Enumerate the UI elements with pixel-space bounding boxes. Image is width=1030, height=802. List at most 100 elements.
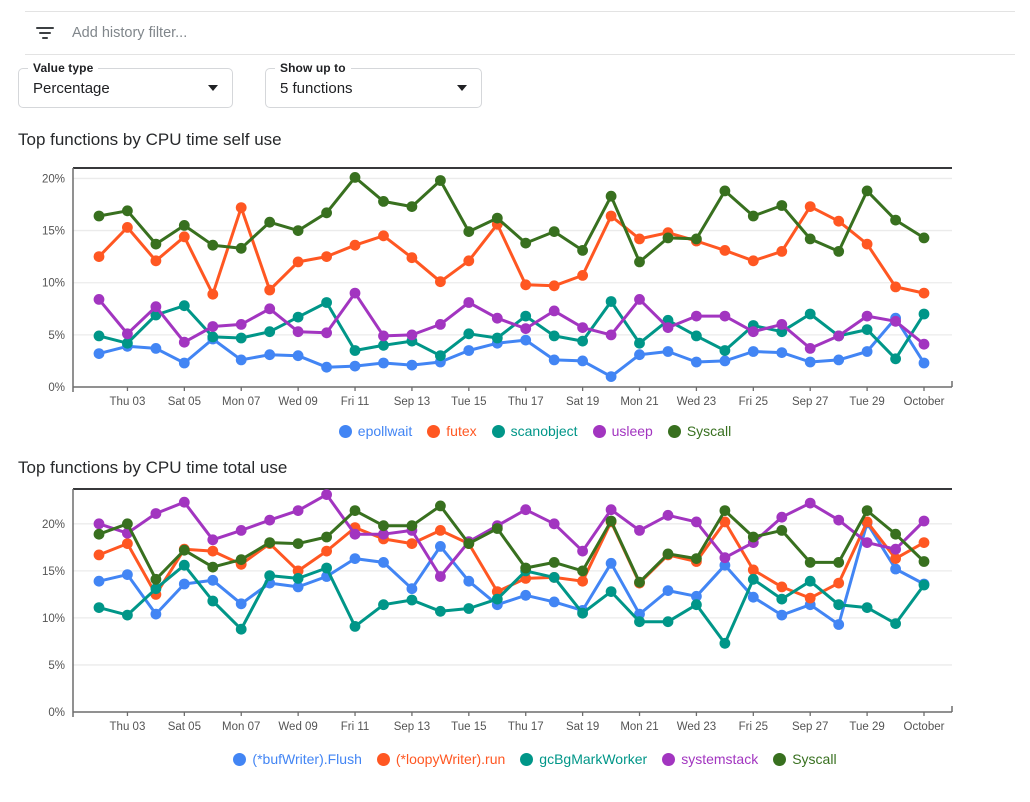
series-point[interactable]	[207, 545, 219, 557]
series-point[interactable]	[605, 296, 617, 307]
series-point[interactable]	[833, 557, 845, 568]
series-point[interactable]	[235, 242, 247, 254]
series-point[interactable]	[93, 330, 105, 342]
series-point[interactable]	[918, 287, 930, 299]
series-point[interactable]	[93, 549, 105, 561]
series-point[interactable]	[605, 557, 617, 569]
series-point[interactable]	[122, 205, 133, 217]
chart-canvas-self[interactable]: 0% 5% 10% 15% 20% Thu 03 Sat 05 Mon 07 Wed 09 Fri…	[18, 156, 1015, 418]
series-point[interactable]	[207, 239, 219, 251]
series-point[interactable]	[776, 581, 788, 593]
series-point[interactable]	[833, 354, 845, 366]
series-point[interactable]	[577, 575, 588, 587]
series-point[interactable]	[548, 557, 560, 568]
series-point[interactable]	[406, 201, 418, 212]
series-point[interactable]	[776, 347, 788, 358]
series-point[interactable]	[776, 200, 788, 211]
series-point[interactable]	[349, 345, 361, 356]
series-point[interactable]	[662, 585, 674, 596]
series-point[interactable]	[577, 545, 588, 557]
series-point[interactable]	[491, 332, 503, 344]
series-point[interactable]	[435, 605, 446, 617]
series-point[interactable]	[178, 578, 190, 590]
series-point[interactable]	[719, 310, 731, 322]
series-point[interactable]	[321, 361, 332, 373]
series-point[interactable]	[406, 594, 418, 606]
series-point[interactable]	[207, 331, 219, 343]
series-point[interactable]	[548, 330, 560, 342]
series-point[interactable]	[292, 326, 304, 338]
series-point[interactable]	[833, 215, 845, 227]
series-point[interactable]	[520, 562, 532, 574]
series-point[interactable]	[321, 297, 332, 308]
series-point[interactable]	[122, 569, 133, 580]
series-point[interactable]	[833, 330, 845, 342]
series-point[interactable]	[463, 255, 475, 267]
series-point[interactable]	[890, 315, 901, 327]
series-point[interactable]	[207, 534, 219, 546]
series-point[interactable]	[349, 172, 361, 183]
series-point[interactable]	[178, 544, 190, 556]
series-point[interactable]	[207, 561, 219, 573]
series-point[interactable]	[93, 602, 105, 613]
series-point[interactable]	[605, 504, 617, 516]
series-point[interactable]	[605, 210, 617, 222]
series-point[interactable]	[93, 210, 105, 222]
series-point[interactable]	[890, 543, 901, 555]
series-point[interactable]	[577, 270, 588, 281]
series-point[interactable]	[861, 505, 873, 516]
series-point[interactable]	[93, 251, 105, 262]
series-point[interactable]	[406, 538, 418, 549]
series-point[interactable]	[747, 564, 759, 576]
series-point[interactable]	[435, 500, 446, 512]
series-point[interactable]	[178, 220, 190, 231]
series-point[interactable]	[691, 590, 702, 602]
series-point[interactable]	[520, 279, 532, 291]
series-point[interactable]	[918, 537, 930, 548]
series-point[interactable]	[93, 518, 105, 530]
series-point[interactable]	[93, 348, 105, 359]
series-point[interactable]	[349, 360, 361, 372]
series-point[interactable]	[520, 504, 532, 516]
series-point[interactable]	[634, 294, 645, 305]
series-point[interactable]	[292, 581, 304, 593]
series-point[interactable]	[833, 599, 845, 611]
series-point[interactable]	[207, 321, 219, 332]
series-point[interactable]	[890, 618, 901, 629]
series-point[interactable]	[577, 322, 588, 333]
series-point[interactable]	[577, 335, 588, 347]
series-point[interactable]	[804, 557, 816, 568]
series-point[interactable]	[122, 538, 133, 549]
series-point[interactable]	[776, 319, 788, 330]
series-point[interactable]	[378, 528, 389, 540]
series-point[interactable]	[804, 201, 816, 212]
series-point[interactable]	[178, 336, 190, 348]
series-point[interactable]	[918, 556, 930, 567]
series-point[interactable]	[520, 323, 532, 334]
series-point[interactable]	[150, 343, 162, 354]
series-point[interactable]	[292, 573, 304, 584]
series-point[interactable]	[861, 310, 873, 322]
series-point[interactable]	[776, 511, 788, 523]
series-point[interactable]	[491, 312, 503, 324]
series-point[interactable]	[833, 246, 845, 257]
series-point[interactable]	[776, 593, 788, 605]
series-point[interactable]	[520, 573, 532, 584]
series-point[interactable]	[435, 276, 446, 288]
series-point[interactable]	[634, 337, 645, 349]
series-point[interactable]	[861, 346, 873, 357]
series-point[interactable]	[577, 245, 588, 256]
series-point[interactable]	[235, 354, 247, 366]
series-point[interactable]	[691, 330, 702, 342]
series-point[interactable]	[804, 233, 816, 245]
series-point[interactable]	[378, 330, 389, 342]
series-point[interactable]	[890, 214, 901, 226]
series-point[interactable]	[264, 570, 276, 581]
series-point[interactable]	[150, 301, 162, 313]
series-point[interactable]	[918, 308, 930, 320]
series-point[interactable]	[264, 303, 276, 315]
series-point[interactable]	[890, 563, 901, 575]
series-point[interactable]	[747, 255, 759, 267]
series-point[interactable]	[662, 322, 674, 333]
series-point[interactable]	[719, 355, 731, 367]
